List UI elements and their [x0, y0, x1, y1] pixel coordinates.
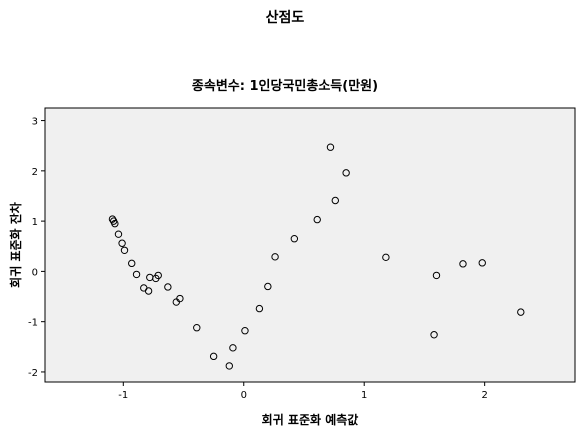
y-axis-label: 회귀 표준화 잔차 [8, 202, 23, 288]
y-tick-label: 2 [32, 167, 38, 178]
data-point [264, 282, 272, 291]
y-tick-label: 1 [32, 217, 38, 228]
data-point [120, 246, 129, 254]
chart-subtitle: 종속변수: 1인당국민총소득(만원) [192, 78, 378, 94]
data-point [193, 324, 201, 332]
data-point [432, 271, 441, 280]
data-point [342, 169, 350, 177]
data-point [313, 215, 321, 224]
data-point [225, 362, 233, 370]
y-tick-label: -2 [28, 368, 38, 379]
data-point [331, 196, 339, 205]
data-point [382, 253, 390, 262]
plot-area [44, 107, 576, 383]
x-tick-label: -1 [118, 390, 128, 401]
data-point [478, 259, 486, 267]
data-point [290, 235, 299, 243]
data-point [229, 344, 237, 352]
y-axis-ticks: -2 -1 0 1 2 3 [28, 117, 45, 379]
data-point [144, 287, 153, 295]
x-axis-label: 회귀 표준화 예측값 [262, 412, 359, 427]
data-point [241, 327, 249, 335]
data-point [271, 253, 279, 261]
data-point [114, 230, 123, 238]
chart-title: 산점도 [266, 9, 305, 26]
y-tick-label: 3 [32, 117, 38, 128]
y-tick-label: -1 [28, 318, 38, 329]
data-point [118, 239, 126, 247]
data-point [326, 143, 335, 151]
x-axis-ticks: -1 0 1 2 [118, 382, 488, 401]
data-point [176, 294, 184, 303]
x-tick-label: 1 [361, 390, 367, 401]
data-point [132, 270, 141, 279]
data-point [459, 260, 467, 268]
data-point [154, 271, 162, 280]
data-point [517, 308, 525, 316]
x-tick-label: 0 [241, 390, 247, 401]
data-point [164, 283, 172, 291]
y-tick-label: 0 [32, 267, 38, 278]
data-point [430, 331, 438, 339]
data-point [111, 219, 119, 228]
data-point [128, 259, 136, 268]
x-tick-label: 2 [481, 390, 487, 401]
data-point [255, 304, 264, 313]
data-points [108, 143, 525, 370]
data-point [108, 215, 117, 223]
data-point [209, 352, 218, 361]
